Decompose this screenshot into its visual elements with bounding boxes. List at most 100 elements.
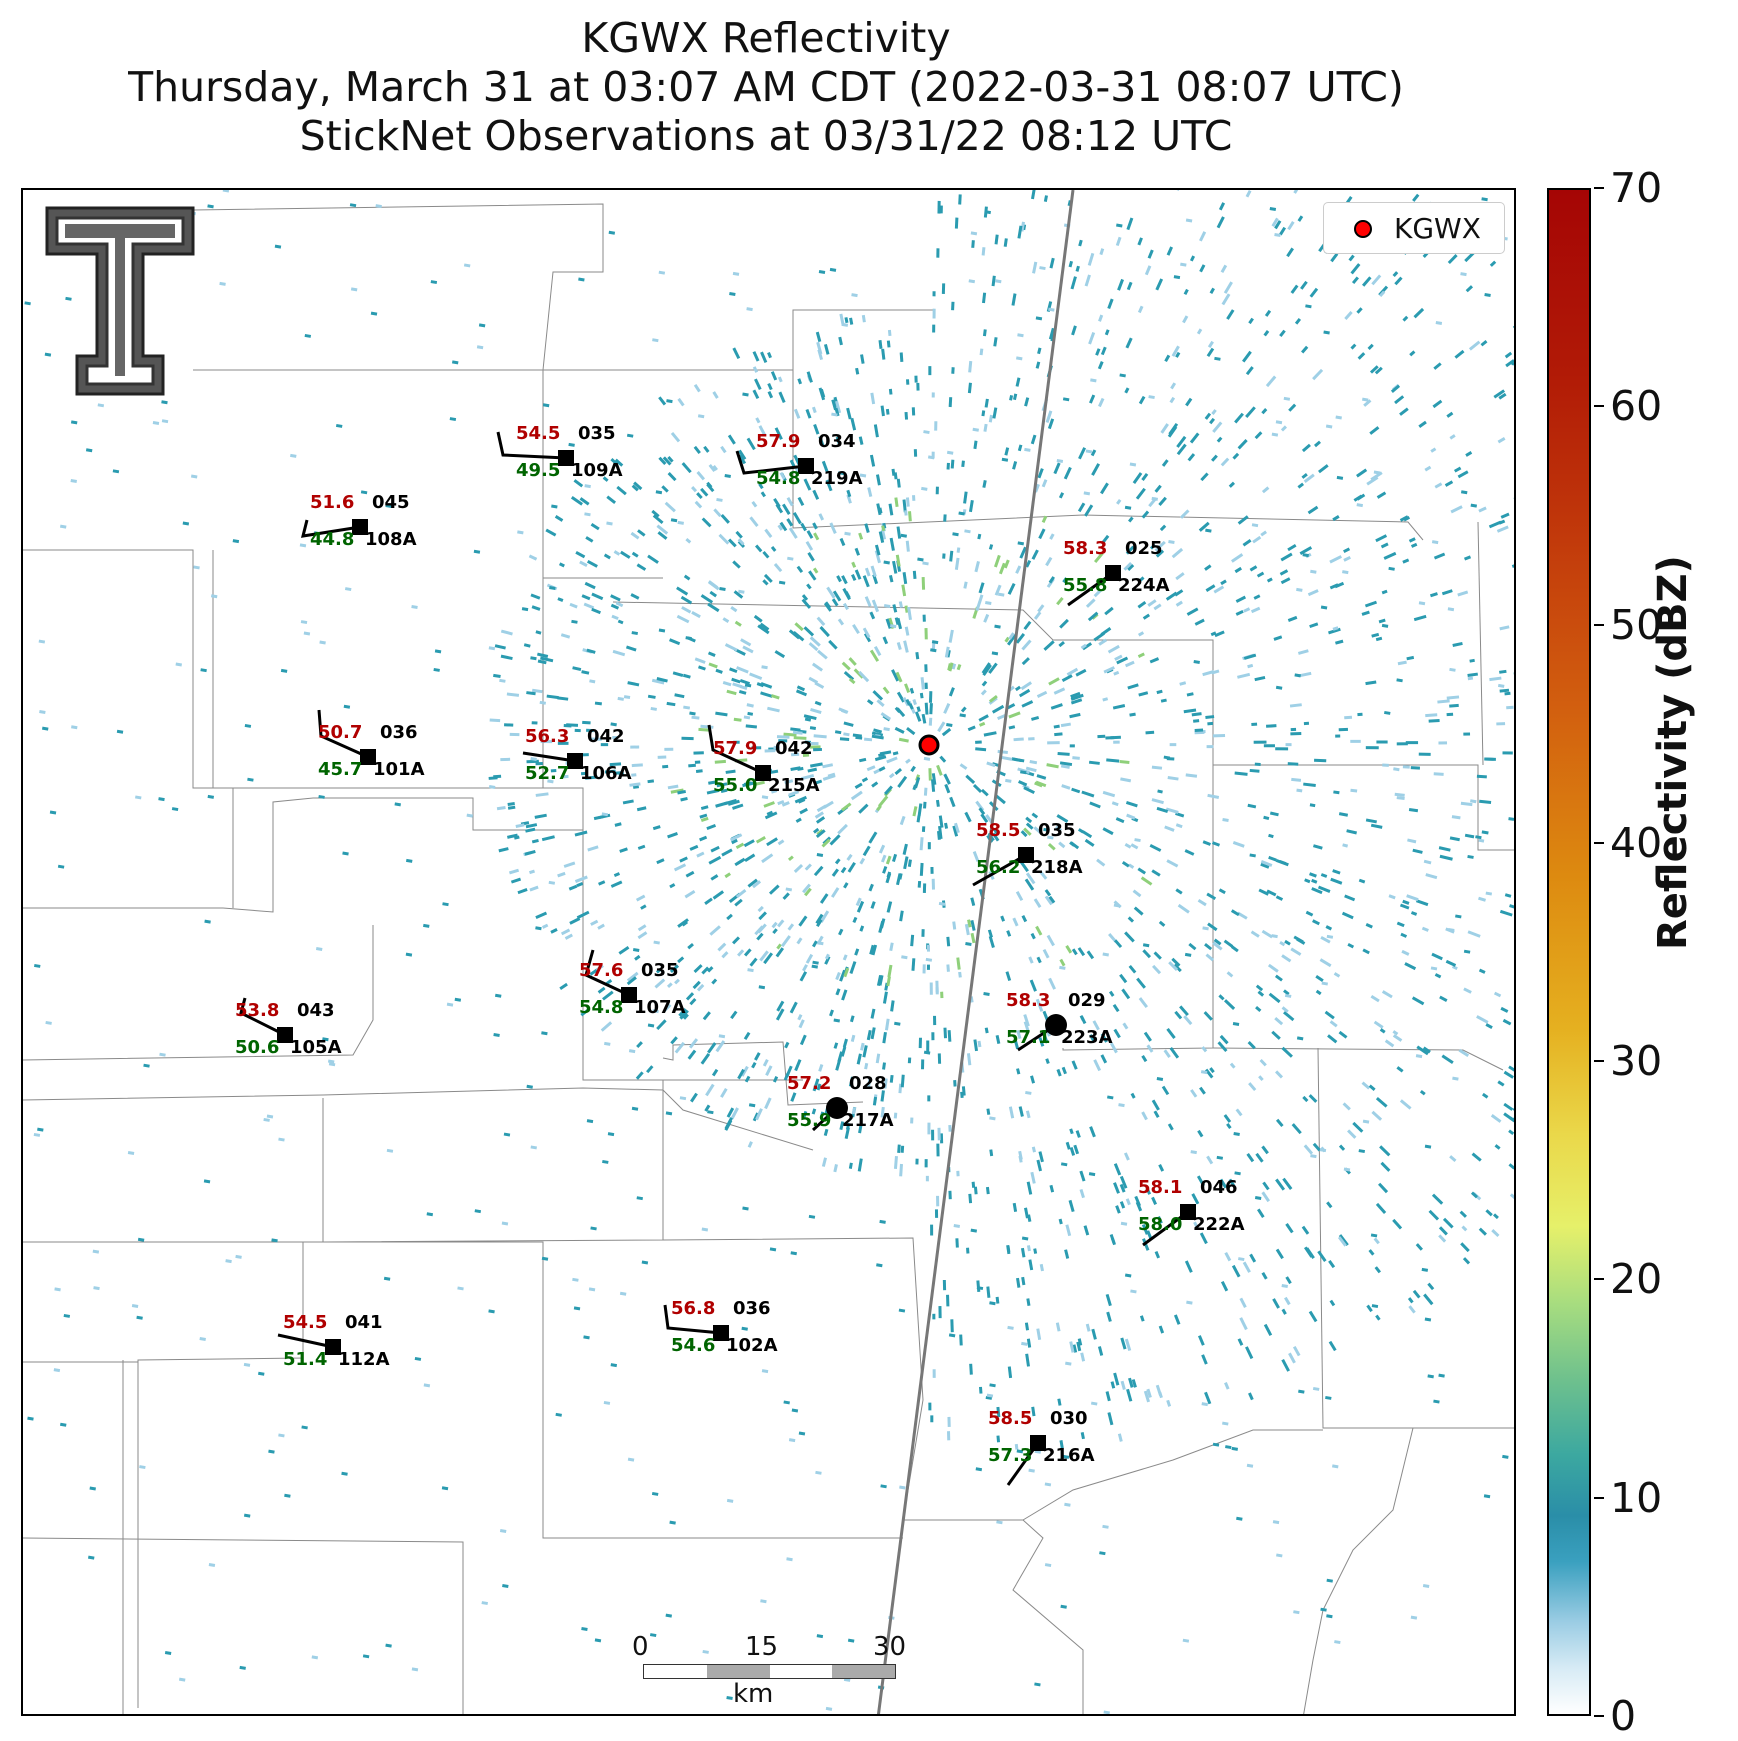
- echo-speck: [1312, 368, 1324, 381]
- echo-speck: [1048, 895, 1056, 904]
- echo-speck: [59, 524, 67, 529]
- echo-speck: [698, 727, 710, 732]
- echo-speck: [1021, 639, 1032, 651]
- echo-speck: [885, 855, 892, 865]
- echo-speck: [1197, 1335, 1205, 1346]
- echo-speck: [887, 964, 893, 978]
- echo-speck: [721, 951, 729, 959]
- echo-speck: [561, 774, 569, 779]
- echo-speck: [978, 807, 986, 816]
- echo-speck: [635, 1071, 644, 1080]
- echo-speck: [1253, 594, 1261, 600]
- echo-speck: [856, 1053, 862, 1065]
- echo-speck: [745, 724, 758, 729]
- echo-speck: [1275, 420, 1283, 425]
- echo-speck: [258, 1371, 265, 1376]
- echo-speck: [1044, 895, 1053, 906]
- echo-speck: [1281, 1308, 1287, 1315]
- echo-speck: [844, 531, 851, 536]
- echo-speck: [873, 728, 883, 734]
- echo-speck: [799, 807, 808, 815]
- echo-speck: [1168, 540, 1175, 544]
- echo-speck: [1157, 789, 1163, 794]
- echo-speck: [808, 570, 817, 581]
- echo-speck: [705, 1083, 715, 1097]
- echo-speck: [1185, 773, 1198, 778]
- station-id: 223A: [1061, 1027, 1113, 1048]
- echo-speck: [746, 307, 753, 312]
- echo-speck: [712, 890, 725, 900]
- echo-speck: [1307, 589, 1319, 597]
- echo-speck: [683, 705, 691, 710]
- echo-speck: [1183, 288, 1189, 295]
- echo-speck: [1137, 867, 1147, 875]
- echo-speck: [405, 858, 413, 863]
- echo-speck: [1025, 816, 1033, 824]
- wind-barb: [584, 949, 630, 997]
- echo-speck: [219, 281, 226, 286]
- echo-speck: [637, 529, 646, 537]
- echo-speck: [1125, 337, 1133, 349]
- echo-speck: [1268, 833, 1274, 839]
- echo-speck: [394, 802, 401, 807]
- echo-speck: [507, 805, 516, 810]
- echo-speck: [526, 759, 539, 764]
- echo-speck: [1428, 1209, 1440, 1221]
- echo-speck: [1015, 377, 1021, 387]
- echo-speck: [1133, 906, 1144, 916]
- echo-speck: [841, 575, 848, 585]
- echo-speck: [1160, 423, 1169, 434]
- echo-speck: [1467, 854, 1474, 859]
- echo-speck: [886, 976, 891, 987]
- echo-speck: [632, 948, 640, 953]
- echo-speck: [843, 732, 850, 737]
- echo-speck: [1364, 600, 1378, 608]
- echo-speck: [1163, 755, 1171, 760]
- echo-speck: [1408, 807, 1419, 813]
- echo-speck: [585, 775, 598, 780]
- echo-speck: [771, 694, 780, 700]
- colorbar: [1547, 188, 1591, 1716]
- echo-speck: [300, 620, 308, 625]
- echo-speck: [1228, 481, 1236, 488]
- echo-speck: [775, 1008, 785, 1021]
- echo-speck: [1128, 965, 1137, 974]
- echo-speck: [360, 490, 368, 495]
- echo-speck: [1213, 585, 1225, 594]
- echo-speck: [1455, 914, 1462, 919]
- echo-speck: [1064, 1502, 1071, 1507]
- station-wind-direction: 041: [345, 1312, 383, 1333]
- echo-speck: [1421, 926, 1429, 932]
- station-dewpoint: 57.3: [988, 1445, 1033, 1466]
- echo-speck: [994, 624, 1001, 629]
- radar-map[interactable]: KGWX 0 15 30 km 54.5 035 49.5 109A 57.9 034 54…: [21, 188, 1516, 1716]
- echo-speck: [131, 1304, 139, 1309]
- echo-speck: [1100, 482, 1109, 495]
- echo-speck: [1223, 999, 1236, 1010]
- echo-speck: [669, 638, 681, 646]
- echo-speck: [557, 597, 564, 602]
- echo-speck: [1381, 990, 1393, 999]
- echo-speck: [1030, 932, 1036, 940]
- echo-speck: [581, 594, 591, 601]
- echo-speck: [571, 619, 578, 624]
- echo-speck: [786, 1557, 793, 1562]
- echo-speck: [736, 666, 749, 674]
- echo-speck: [411, 1667, 419, 1672]
- echo-speck: [670, 431, 681, 443]
- echo-speck: [886, 756, 898, 764]
- echo-speck: [1035, 998, 1044, 1012]
- station-wind-direction: 045: [372, 492, 410, 513]
- echo-speck: [1212, 941, 1223, 951]
- echo-speck: [1289, 703, 1302, 708]
- texas-tech-logo: [45, 206, 195, 396]
- echo-speck: [882, 1062, 886, 1070]
- echo-speck: [44, 352, 52, 357]
- echo-speck: [1183, 1015, 1193, 1026]
- echo-speck: [602, 990, 614, 1001]
- echo-speck: [958, 194, 962, 205]
- echo-speck: [1320, 873, 1328, 878]
- echo-speck: [899, 1163, 903, 1177]
- echo-speck: [760, 351, 768, 364]
- echo-speck: [494, 644, 506, 650]
